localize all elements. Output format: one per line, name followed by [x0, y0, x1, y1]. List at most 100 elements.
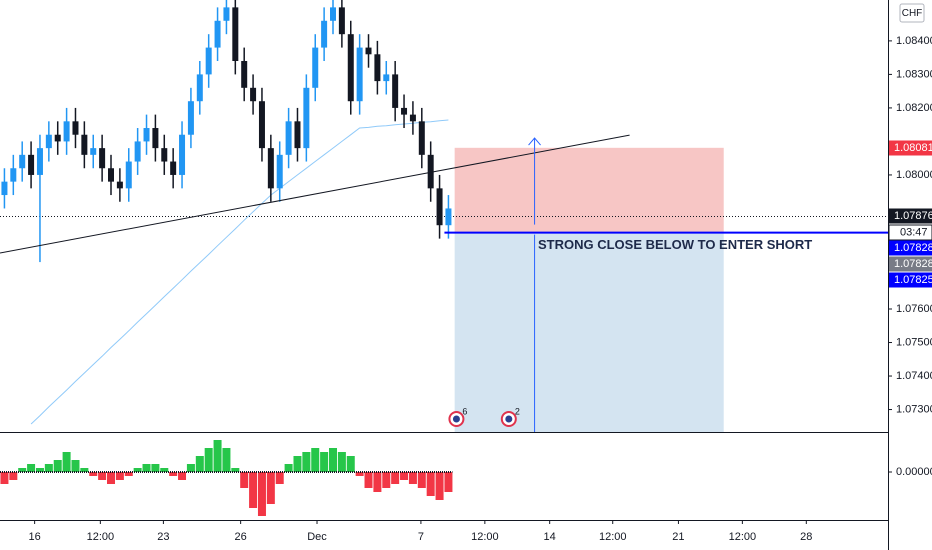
currency-badge[interactable] [899, 3, 925, 23]
candle-body [321, 20, 328, 48]
price-tag [889, 256, 932, 272]
candle-body [241, 60, 248, 88]
candle-body [10, 168, 17, 182]
oscillator-bar [337, 452, 346, 472]
oscillator-bar [320, 452, 329, 472]
candle-body [223, 7, 230, 21]
candle-body [179, 134, 186, 175]
axes: 1.08400 1.08300 1.08200 1.08000 1.07600 1.075… [29, 35, 932, 543]
oscillator-bar [400, 472, 409, 480]
oscillator-bar [364, 472, 373, 488]
candle-body [205, 47, 212, 75]
x-tick-label: 23 [157, 531, 169, 543]
oscillator-bar [444, 472, 453, 492]
moving-average [30, 119, 449, 425]
candle-body [374, 54, 381, 82]
candle-body [258, 101, 265, 149]
currency-label: CHF [902, 8, 923, 19]
oscillator-bar [89, 472, 98, 476]
oscillator-bar [311, 448, 320, 472]
x-tick-label: 12:00 [729, 531, 757, 543]
candle-body [36, 148, 43, 175]
oscillator-bar [231, 468, 240, 472]
arrow-head [528, 137, 541, 146]
candle-body [418, 121, 425, 155]
y-tick-label: 1.08300 [896, 68, 932, 80]
oscillator-bar [169, 472, 178, 476]
oscillator-bar [35, 468, 44, 472]
oscillator-bar [18, 468, 27, 472]
oscillator-bar [0, 472, 9, 484]
x-tick-label: 16 [29, 531, 41, 543]
oscillator-bar [195, 456, 204, 472]
x-tick-label: 7 [418, 531, 424, 543]
oscillator-bar [302, 452, 311, 472]
oscillator-bar [53, 460, 62, 472]
oscillator-bar [329, 448, 337, 472]
oscillator-bar [408, 472, 417, 484]
candle-body [161, 148, 168, 162]
y-tick-label: 1.08400 [896, 35, 932, 47]
oscillator-bar [178, 472, 187, 480]
candle-body [90, 148, 97, 155]
price-tag-label: 1.07825 [894, 274, 932, 286]
candle-body [134, 141, 141, 162]
oscillator-bar [107, 472, 115, 484]
y-tick-label: 1.07400 [896, 370, 932, 382]
candle-body [285, 121, 292, 155]
oscillator-bar [142, 464, 151, 472]
candle-body [187, 101, 194, 135]
annotation: STRONG CLOSE BELOW TO ENTER SHORT [538, 237, 812, 252]
x-tick-label: 12:00 [87, 531, 115, 543]
oscillator-bar [98, 472, 107, 480]
candle-body [347, 34, 354, 102]
price-tag [889, 140, 932, 156]
candle-body [427, 154, 434, 189]
oscillator-bar [240, 472, 249, 488]
y-tick-label: 1.07300 [896, 403, 932, 415]
oscillator-bar [44, 464, 53, 472]
y-tick-label: 1.08200 [896, 102, 932, 114]
y-tick-label: 1.08000 [896, 169, 932, 181]
candle-body [54, 134, 61, 142]
price-tag [889, 240, 932, 256]
price-tag-label: 1.07828 [894, 242, 932, 254]
oscillator-bar [426, 472, 435, 496]
candle-body [250, 87, 257, 102]
candle-body [276, 154, 283, 189]
oscillator-bar [266, 472, 275, 504]
candle-body [392, 74, 399, 108]
oscillator-pane [0, 440, 453, 516]
x-tick-label: Dec [307, 531, 327, 543]
candle-body [72, 121, 79, 135]
price-tag-label: 1.07876 [894, 210, 932, 222]
oscillator-bar [9, 472, 18, 480]
countdown-tag [888, 224, 932, 241]
countdown-label: 03:47 [900, 226, 928, 238]
main-pane: STRONG CLOSE BELOW TO ENTER SHORT 6 2 [0, 0, 888, 432]
y-tick-label: 1.07500 [896, 336, 932, 348]
candle-body [294, 121, 301, 149]
event-icon-core [505, 415, 513, 423]
oscillator-bar [293, 456, 302, 472]
oscillator-bar [186, 464, 195, 472]
oscillator-bar [124, 472, 133, 476]
x-tick-label: 26 [235, 531, 247, 543]
candle-body [232, 7, 239, 61]
candle-body [383, 74, 390, 82]
candle-body [108, 168, 114, 182]
oscillator-bar [151, 464, 160, 472]
oscillator-bar [435, 472, 444, 500]
x-tick-label: 12:00 [471, 531, 499, 543]
candle-body [19, 154, 26, 169]
loss-zone [454, 232, 724, 432]
candle-body [401, 107, 408, 115]
oscillator-bar [346, 456, 355, 472]
oscillator-bar [62, 452, 71, 472]
oscillator-bar [71, 460, 80, 472]
candle-body [196, 74, 203, 102]
oscillator-bar [417, 472, 426, 488]
candle-body [267, 148, 274, 189]
